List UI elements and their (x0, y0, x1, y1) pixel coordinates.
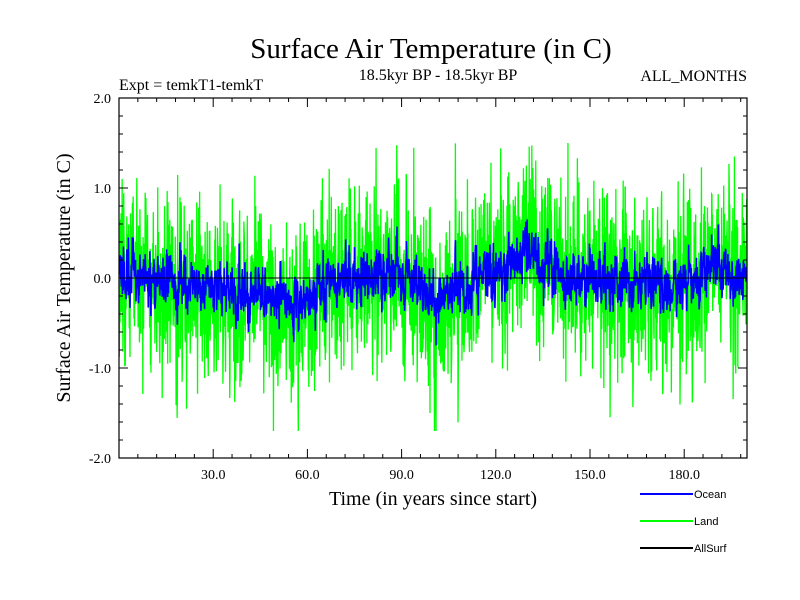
plot-frame (118, 97, 748, 459)
chart-subtitle-center: 18.5kyr BP - 18.5kyr BP (359, 67, 518, 84)
chart-title: Surface Air Temperature (in C) (250, 33, 611, 65)
legend-label-land: Land (694, 516, 718, 528)
y-tick-label: 2.0 (94, 92, 112, 107)
chart-subtitle-right: ALL_MONTHS (640, 68, 747, 85)
y-tick-label: -1.0 (89, 362, 111, 377)
legend: Ocean Land AllSurf (640, 489, 727, 555)
y-axis-label: Surface Air Temperature (in C) (53, 153, 75, 402)
ticks-layer (118, 97, 747, 459)
legend-label-ocean: Ocean (694, 489, 726, 501)
x-tick-label: 120.0 (480, 468, 512, 483)
x-tick-labels: 30.0 60.0 90.0 120.0 150.0 180.0 (201, 468, 700, 483)
series-layer (119, 142, 747, 432)
x-tick-label: 180.0 (668, 468, 700, 483)
chart-subtitle-left: Expt = temkT1-temkT (119, 77, 263, 94)
x-tick-label: 60.0 (295, 468, 320, 483)
x-tick-label: 150.0 (574, 468, 606, 483)
y-tick-label: 0.0 (94, 272, 112, 287)
y-tick-labels: -2.0 -1.0 0.0 1.0 2.0 (89, 92, 111, 467)
y-tick-label: 1.0 (94, 182, 112, 197)
series-line-ocean (119, 219, 747, 346)
legend-label-allsurf: AllSurf (694, 543, 727, 555)
x-axis-label: Time (in years since start) (329, 488, 537, 510)
x-tick-label: 90.0 (389, 468, 414, 483)
series-line-land (119, 142, 747, 432)
x-tick-label: 30.0 (201, 468, 226, 483)
y-tick-label: -2.0 (89, 452, 111, 467)
